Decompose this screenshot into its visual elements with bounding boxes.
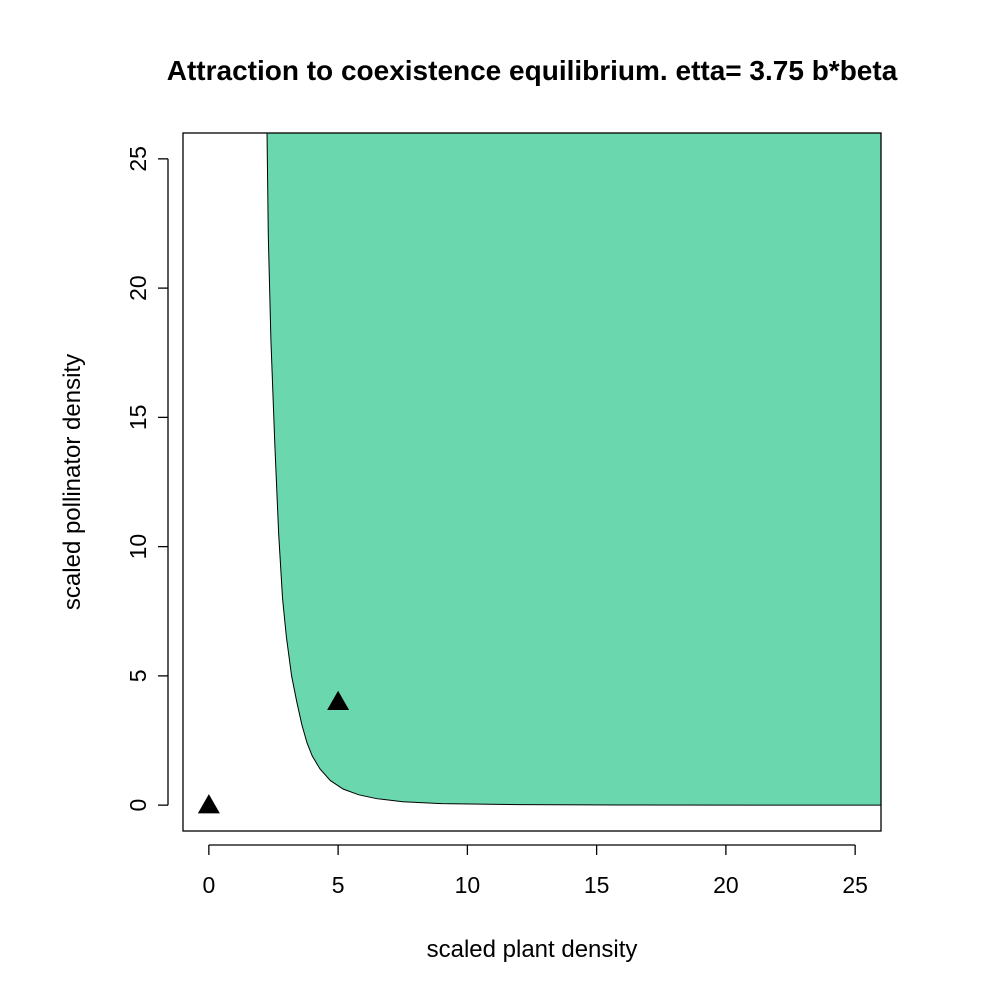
plot-frame: [182, 132, 882, 832]
region-layer: [266, 132, 882, 806]
y-axis: 0 5 10 15 20 25: [125, 146, 169, 812]
x-tick-label: 20: [713, 872, 739, 898]
y-axis-label: scaled pollinator density: [59, 354, 86, 610]
x-tick-label: 5: [332, 872, 345, 898]
x-tick-label: 0: [202, 872, 215, 898]
points-layer: [197, 690, 350, 814]
basin-region: [266, 132, 882, 806]
x-tick-label: 10: [455, 872, 481, 898]
y-tick-label: 25: [125, 146, 151, 172]
y-tick-label: 5: [125, 669, 151, 682]
x-axis-label: scaled plant density: [427, 936, 638, 963]
point-coexistence-equilibrium: [327, 690, 350, 710]
y-tick-label: 20: [125, 275, 151, 301]
y-tick-label: 10: [125, 534, 151, 560]
point-origin-equilibrium: [197, 794, 220, 814]
x-tick-label: 25: [842, 872, 868, 898]
y-tick-label: 15: [125, 405, 151, 431]
x-tick-label: 15: [584, 872, 610, 898]
y-tick-label: 0: [125, 799, 151, 812]
chart-title: Attraction to coexistence equilibrium. e…: [167, 55, 898, 86]
x-axis: 0 5 10 15 20 25: [202, 844, 868, 898]
